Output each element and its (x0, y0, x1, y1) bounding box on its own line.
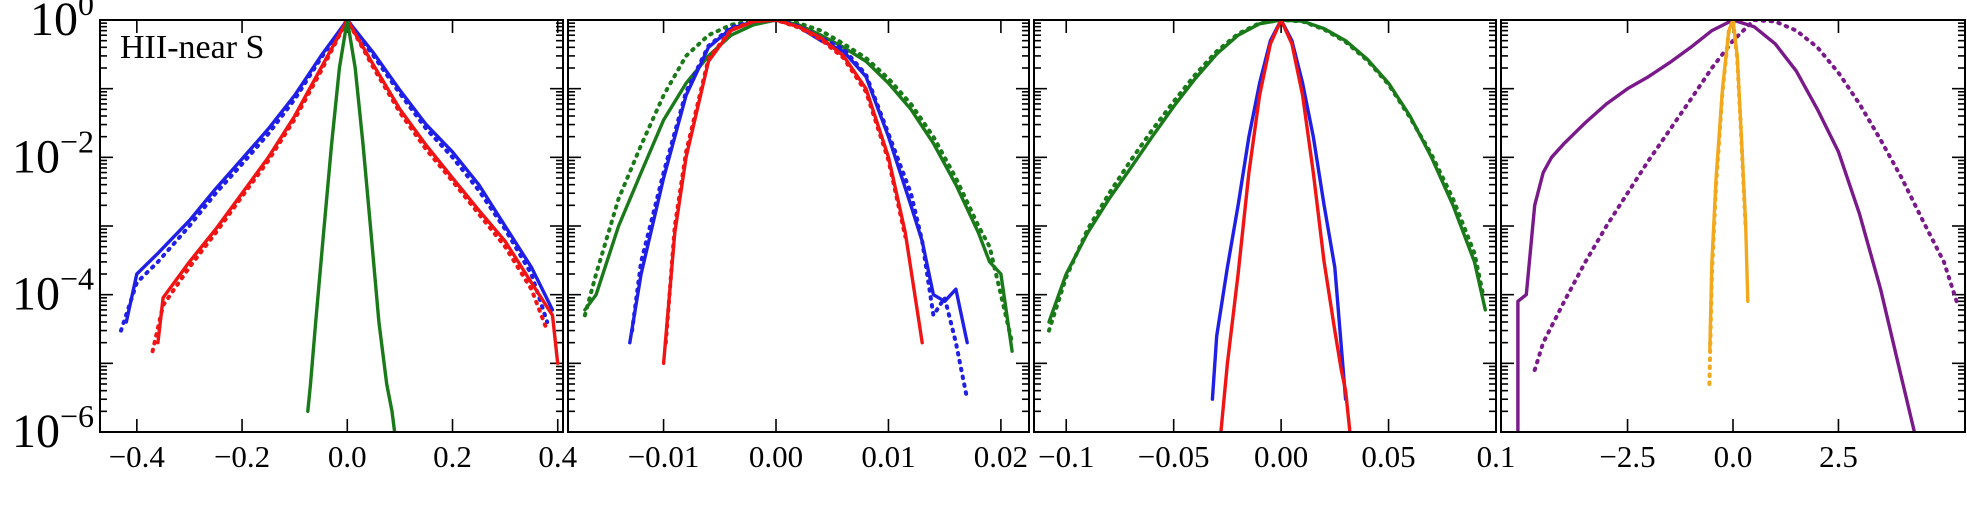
panel-1: −0.4 −0.2 0.0 0.2 0.4 100 10−2 10−4 10−6 HII-near… (12, 0, 578, 474)
x-tick-label: −0.05 (1138, 439, 1210, 474)
series-blue-solid (1210, 20, 1348, 401)
x-tick-label: 0.1 (1477, 439, 1516, 474)
series-group (1047, 20, 1488, 432)
panel-4: −2.5 0.0 2.5 (1500, 19, 1966, 474)
series-red-solid (661, 20, 924, 365)
series-green-dotted (1047, 20, 1486, 333)
y-tick-label: 10−4 (12, 261, 94, 321)
x-tick-label: 0.0 (328, 439, 367, 474)
x-ticks: −0.1 −0.05 0.00 0.05 0.1 (1038, 20, 1515, 474)
series-purple-dotted (1532, 20, 1959, 372)
x-tick-label: −0.4 (109, 439, 166, 474)
series-red-solid (1219, 20, 1352, 432)
x-tick-label: 0.0 (1714, 439, 1753, 474)
x-tick-label: −0.01 (628, 439, 700, 474)
axes-frame (567, 19, 1030, 433)
series-green-solid (306, 20, 397, 432)
axes-frame (1500, 19, 1966, 433)
x-tick-label: 0.00 (1254, 439, 1308, 474)
x-tick-label: −0.1 (1038, 439, 1094, 474)
y-tick-label: 10−2 (12, 123, 94, 183)
y-ticks (1034, 19, 1496, 433)
panel-3: −0.1 −0.05 0.00 0.05 0.1 (1033, 19, 1515, 474)
panel-annotation: HII-near S (120, 29, 264, 66)
series-group (1516, 20, 1959, 432)
series-group (119, 20, 560, 432)
series-green-dotted (582, 20, 1015, 345)
y-ticks (100, 19, 563, 433)
series-purple-solid (1516, 20, 1917, 432)
y-tick-label: 10−6 (12, 398, 94, 458)
series-blue-dotted (630, 20, 970, 402)
series-orange-dotted (1707, 20, 1748, 386)
series-red-solid (156, 20, 560, 365)
y-tick-labels: 100 10−2 10−4 10−6 (12, 0, 94, 458)
series-green-solid (583, 20, 1014, 353)
y-tick-label: 100 (30, 0, 94, 46)
x-ticks: −0.4 −0.2 0.0 0.2 0.4 (109, 20, 578, 474)
series-group (582, 20, 1015, 402)
series-blue-solid (124, 20, 555, 324)
x-tick-label: 0.05 (1361, 439, 1415, 474)
axes-frame (99, 19, 564, 433)
x-tick-label: −2.5 (1599, 439, 1655, 474)
y-ticks (1501, 19, 1965, 433)
x-tick-label: 0.2 (433, 439, 472, 474)
x-tick-label: −0.2 (214, 439, 270, 474)
series-red-dotted (150, 20, 550, 354)
series-blue-dotted (119, 20, 550, 333)
x-tick-label: 0.01 (861, 439, 915, 474)
x-tick-label: 0.00 (749, 439, 803, 474)
x-ticks: −2.5 0.0 2.5 (1599, 20, 1858, 474)
x-ticks: −0.01 0.00 0.01 0.02 (628, 20, 1028, 474)
axes-frame (1033, 19, 1497, 433)
series-red-dotted (663, 20, 908, 345)
x-tick-label: 2.5 (1819, 439, 1858, 474)
x-tick-label: 0.4 (538, 439, 577, 474)
x-tick-label: 0.02 (974, 439, 1028, 474)
panel-2: −0.01 0.00 0.01 0.02 (567, 19, 1030, 474)
